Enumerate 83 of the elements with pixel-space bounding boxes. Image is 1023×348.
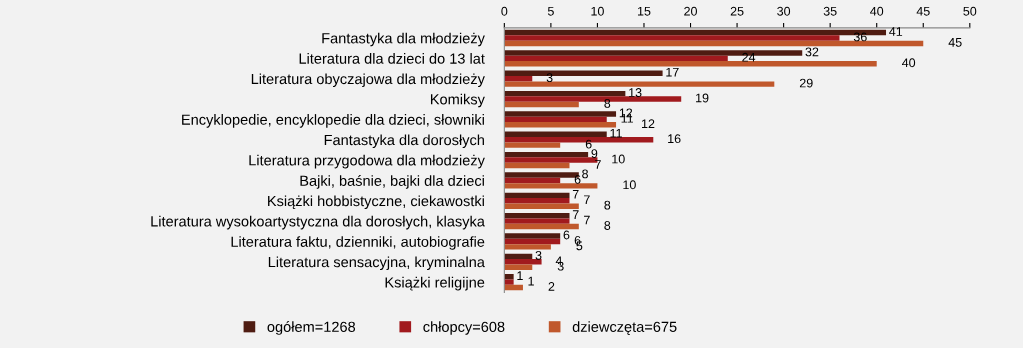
data-label: 36 (853, 32, 867, 42)
x-tick-label: 50 (963, 6, 977, 16)
data-label: 8 (604, 200, 611, 210)
bar (504, 142, 561, 148)
bar (504, 223, 579, 230)
data-label: 9 (591, 149, 598, 159)
data-label: 6 (563, 230, 570, 240)
bar (504, 151, 589, 158)
data-label: 10 (612, 154, 625, 164)
x-tick-label: 45 (916, 6, 930, 16)
y-tick-label: Literatura sensacyjna, kryminalna (268, 256, 485, 271)
bar (504, 238, 561, 245)
data-label: 41 (889, 27, 903, 36)
y-tick-label: Komiksy (430, 93, 485, 108)
y-tick-label: Literatura obyczajowa dla młodzieży (251, 73, 485, 88)
bar (504, 233, 561, 239)
x-tick-label: 30 (777, 6, 791, 16)
data-label: 10 (623, 180, 636, 190)
bar (504, 192, 570, 199)
y-tick-label: Książki religijne (385, 276, 485, 291)
data-label: 1 (517, 271, 523, 280)
y-tick-label: Bajki, baśnie, bajki dla dzieci (300, 175, 484, 189)
bar (504, 177, 561, 184)
y-tick-label: Książki hobbistyczne, ciekawostki (268, 195, 484, 210)
bar (504, 244, 551, 250)
bar (504, 101, 579, 108)
x-tick-label: 5 (547, 6, 554, 16)
bar (504, 81, 775, 87)
bar (504, 183, 598, 189)
y-tick-label: Literatura wysokoartystyczna dla dorosłych, klasyka (151, 215, 485, 230)
bar (504, 259, 542, 265)
bar (504, 35, 840, 41)
y-tick-label: Fantastyka dla dorosłych (324, 134, 484, 149)
data-label: 29 (799, 78, 813, 88)
bar (504, 61, 877, 67)
bar (504, 55, 728, 62)
data-label: 12 (642, 119, 655, 129)
bar (504, 111, 617, 117)
bar (504, 279, 514, 285)
x-tick-label: 20 (684, 6, 697, 16)
bar (504, 40, 924, 47)
bar (504, 162, 570, 169)
x-tick-label: 10 (591, 6, 604, 16)
data-label: 7 (584, 215, 590, 225)
data-label: 6 (585, 139, 592, 149)
data-label: 13 (629, 88, 642, 97)
bar (504, 218, 570, 224)
y-tick-label: Fantastyka dla młodzieży (322, 32, 485, 47)
bar (504, 131, 607, 138)
x-tick-label: 40 (870, 6, 884, 16)
data-label: 8 (582, 169, 588, 179)
data-label: 40 (902, 58, 916, 68)
x-tick-label: 0 (501, 6, 508, 16)
data-label: 19 (696, 93, 709, 103)
legend-label: chłopcy=608 (423, 321, 505, 335)
data-label: 3 (535, 250, 542, 260)
y-tick-label: Literatura faktu, dzienniki, autobiografie (231, 236, 485, 250)
bar (504, 116, 607, 123)
data-label: 11 (610, 128, 622, 138)
bar (504, 122, 617, 128)
data-label: 8 (604, 221, 611, 230)
legend-label: dziewczęta=675 (572, 321, 677, 335)
data-label: 7 (572, 210, 579, 219)
bar (504, 203, 579, 209)
data-label: 2 (548, 282, 555, 291)
bar (504, 90, 626, 97)
y-tick-label: Encyklopedie, encyklopedie dla dzieci, słowniki (182, 114, 484, 128)
bar (504, 212, 570, 219)
x-tick-label: 15 (637, 6, 651, 16)
data-label: 7 (595, 160, 601, 169)
data-label: 7 (572, 189, 579, 199)
data-label: 17 (666, 67, 679, 77)
x-tick-label: 35 (823, 6, 837, 16)
x-tick-label: 25 (730, 6, 744, 16)
data-label: 45 (948, 38, 962, 47)
bar (504, 198, 570, 204)
data-label: 32 (805, 47, 819, 57)
data-label: 1 (528, 276, 534, 286)
legend-label: ogółem=1268 (267, 321, 356, 335)
data-label: 16 (668, 134, 681, 144)
y-tick-label: Literatura przygodowa dla młodzieży (249, 154, 485, 169)
y-tick-label: Literatura dla dzieci do 13 lat (299, 53, 485, 64)
data-label: 7 (584, 195, 590, 204)
